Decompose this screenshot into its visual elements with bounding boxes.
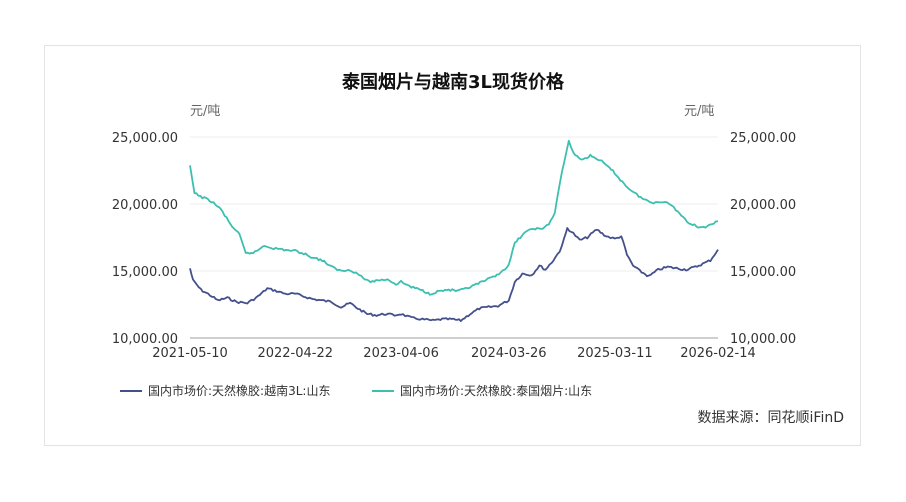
left-axis-unit: 元/吨 <box>190 104 221 119</box>
y-tick-label-right: 20,000.00 <box>730 198 796 213</box>
x-tick-label: 2024-03-26 <box>471 346 547 361</box>
legend-label-thai-smoked-sheet: 国内市场价:天然橡胶:泰国烟片:山东 <box>400 384 593 398</box>
x-tick-label: 2022-04-22 <box>257 346 333 361</box>
legend-swatch-thai-smoked-sheet <box>372 389 394 392</box>
x-tick-label: 2021-05-10 <box>152 346 228 361</box>
legend-item-thai-smoked-sheet: 国内市场价:天然橡胶:泰国烟片:山东 <box>372 382 592 399</box>
x-tick-label: 2023-04-06 <box>363 346 439 361</box>
series-line-thai-smoked-sheet <box>189 139 718 296</box>
chart-title: 泰国烟片与越南3L现货价格 <box>342 72 564 93</box>
right-axis-unit: 元/吨 <box>684 104 715 119</box>
y-tick-label-right: 10,000.00 <box>730 332 796 347</box>
data-source: 数据来源：同花顺iFinD <box>697 410 844 426</box>
x-tick-label: 2026-02-14 <box>680 346 756 361</box>
y-tick-label-right: 25,000.00 <box>730 131 796 146</box>
y-tick-label-left: 25,000.00 <box>112 131 178 146</box>
legend-item-vietnam-3l: 国内市场价:天然橡胶:越南3L:山东 <box>120 382 330 399</box>
chart-card <box>44 45 861 446</box>
legend-swatch-vietnam-3l <box>120 389 142 392</box>
y-tick-label-right: 15,000.00 <box>730 265 796 280</box>
legend-label-vietnam-3l: 国内市场价:天然橡胶:越南3L:山东 <box>148 384 331 398</box>
y-tick-label-left: 15,000.00 <box>112 265 178 280</box>
x-tick-label: 2025-03-11 <box>577 346 653 361</box>
series-line-vietnam-3l <box>189 227 719 323</box>
y-tick-label-left: 10,000.00 <box>112 332 178 347</box>
y-tick-label-left: 20,000.00 <box>112 198 178 213</box>
